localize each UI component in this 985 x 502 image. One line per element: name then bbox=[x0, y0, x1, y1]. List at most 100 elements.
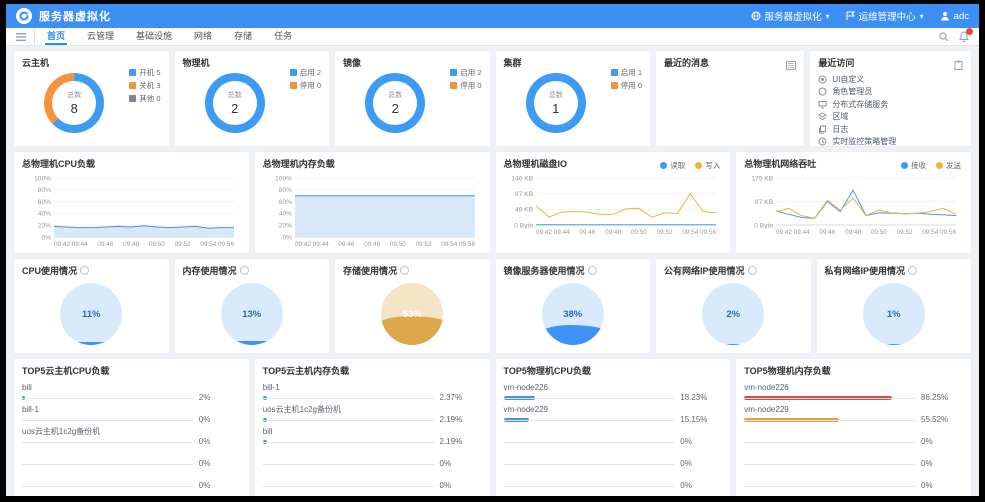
donut-legend: 启用 2 停用 0 bbox=[450, 67, 482, 91]
svg-text:09:48: 09:48 bbox=[605, 229, 621, 236]
card-title: TOP5云主机CPU负载 bbox=[22, 366, 110, 376]
top5-card-2: TOP5云主机内存负载 bill-1 2.37% uos云主机1c2g备份机 2.19%… bbox=[254, 359, 490, 496]
recent-visit-link[interactable]: 实时监控策略管理 bbox=[818, 136, 963, 146]
donut-legend: 开机 5 关机 3 其他 0 bbox=[129, 67, 161, 104]
svg-text:09:42: 09:42 bbox=[536, 229, 552, 236]
gauge-fill bbox=[862, 344, 925, 345]
svg-text:09:56: 09:56 bbox=[459, 241, 475, 248]
card-title: 物理机 bbox=[182, 58, 210, 68]
top5-list: vm-node226 86.25% vm-node229 55.52% 0% 0% 0% bbox=[744, 383, 963, 490]
tab-4[interactable]: 网络 bbox=[194, 31, 213, 41]
bell-icon bbox=[959, 31, 969, 42]
info-icon[interactable] bbox=[400, 266, 410, 275]
top5-item-name: vm-node229 bbox=[744, 405, 789, 414]
search-button[interactable] bbox=[939, 31, 949, 42]
svg-text:09:46: 09:46 bbox=[820, 229, 836, 236]
legend-item: 接收 bbox=[901, 160, 926, 171]
legend-color-swatch bbox=[129, 95, 137, 102]
top5-percent: 2.37% bbox=[439, 393, 463, 402]
top5-item: 0% bbox=[503, 471, 723, 490]
top5-item-bar-row: 0% bbox=[262, 481, 482, 490]
usage-gauge-card-6: 私有网络IP使用情况 1% bbox=[816, 259, 971, 353]
clipboard-icon[interactable] bbox=[954, 57, 963, 75]
legend-item: 启用 2 bbox=[450, 67, 482, 78]
gauge-percent: 1% bbox=[886, 308, 901, 320]
donut-chart: 总数 8 bbox=[44, 73, 105, 133]
topbar: 服务器虚拟化 服务器虚拟化 ▾ 运维管理中心 ▾ adc bbox=[6, 4, 979, 28]
info-icon[interactable] bbox=[747, 266, 757, 275]
card-title: 内存使用情况 bbox=[183, 264, 322, 277]
gauge-wrap: 2% bbox=[664, 283, 803, 345]
card-title: CPU使用情况 bbox=[22, 264, 161, 277]
top5-percent: 0% bbox=[198, 415, 211, 424]
top5-percent: 0% bbox=[921, 481, 933, 490]
card-title: 镜像 bbox=[343, 58, 362, 68]
user-menu[interactable]: adc bbox=[940, 11, 969, 22]
tab-5[interactable]: 存储 bbox=[234, 31, 253, 41]
usage-gauge-card-5: 公有网络IP使用情况 2% bbox=[656, 259, 811, 353]
svg-text:09:54: 09:54 bbox=[441, 241, 457, 248]
recent-messages-card: 最近的消息 bbox=[656, 51, 805, 146]
svg-text:0%: 0% bbox=[282, 234, 292, 241]
gauge-title: 私有网络IP使用情况 bbox=[824, 266, 906, 276]
tab-2[interactable]: 云管理 bbox=[87, 31, 115, 41]
tab-6[interactable]: 任务 bbox=[274, 31, 293, 41]
summary-row: 云主机 开机 5 关机 3 其他 0 总数 8 物理机 启用 2 停用 0 总数 2 镜像 启用 2 停用… bbox=[14, 51, 971, 146]
legend-label: 读取 bbox=[670, 161, 686, 170]
center-selector[interactable]: 运维管理中心 ▾ bbox=[846, 9, 924, 23]
recent-visit-link[interactable]: UI自定义 bbox=[818, 73, 963, 86]
top5-item-bar-row: 0% bbox=[503, 437, 723, 446]
legend-label: 发送 bbox=[946, 161, 961, 170]
donut-center: 总数 2 bbox=[373, 81, 418, 125]
top5-item-bar-row: 0% bbox=[503, 459, 723, 468]
total-label: 总数 bbox=[227, 92, 242, 99]
svg-text:09:50: 09:50 bbox=[390, 241, 406, 248]
chart-area: 0 Byte 87 KB 175 KB 09:42 09:44 09:46 09:48 09:… bbox=[744, 174, 963, 241]
legend-label: 启用 2 bbox=[460, 68, 482, 77]
top5-item: 0% bbox=[503, 427, 723, 446]
top5-percent: 2% bbox=[198, 393, 211, 402]
username: adc bbox=[953, 10, 969, 22]
info-icon[interactable] bbox=[587, 266, 597, 275]
donut-center: 总数 8 bbox=[52, 81, 97, 125]
list-icon[interactable] bbox=[786, 57, 797, 75]
top5-item-name bbox=[744, 427, 963, 437]
legend-label: 启用 2 bbox=[299, 68, 321, 77]
top5-percent: 15.15% bbox=[680, 415, 708, 424]
usage-gauge-card-1: CPU使用情况 11% bbox=[14, 259, 169, 353]
top5-item-bar-row: 0% bbox=[744, 459, 963, 468]
svg-text:09:52: 09:52 bbox=[656, 229, 672, 236]
recent-visit-link[interactable]: 日志 bbox=[818, 123, 963, 136]
total-value: 1 bbox=[552, 101, 560, 116]
recent-visit-link[interactable]: 分布式存储服务 bbox=[818, 98, 963, 111]
recent-visit-link[interactable]: 区域 bbox=[818, 111, 963, 124]
gauge-title: 内存使用情况 bbox=[182, 266, 237, 276]
top5-card-1: TOP5云主机CPU负载 bill 2% bill-1 0% uos云主机1c2g备份机 0… bbox=[14, 359, 249, 496]
svg-text:09:56: 09:56 bbox=[700, 229, 716, 236]
gauge-title: 镜像服务器使用情况 bbox=[503, 266, 585, 276]
recent-visit-link[interactable]: 角色管理员 bbox=[818, 86, 963, 99]
tab-3[interactable]: 基础设施 bbox=[136, 31, 173, 41]
top5-row: TOP5云主机CPU负载 bill 2% bill-1 0% uos云主机1c2g备份机 0… bbox=[14, 359, 971, 496]
tab-1[interactable]: 首页 bbox=[45, 28, 68, 45]
top5-bar-track bbox=[744, 417, 915, 422]
top5-item: vm-node226 86.25% bbox=[744, 383, 963, 402]
top5-item-bar-row: 0% bbox=[22, 415, 241, 424]
notifications-button[interactable] bbox=[959, 28, 973, 42]
legend-color-swatch bbox=[610, 69, 618, 76]
gauge-title: 公有网络IP使用情况 bbox=[664, 266, 745, 276]
top5-item-name bbox=[744, 449, 963, 459]
info-icon[interactable] bbox=[239, 266, 249, 275]
top5-item-name: bill-1 bbox=[22, 405, 39, 414]
info-icon[interactable] bbox=[908, 266, 918, 275]
top5-percent: 2.19% bbox=[439, 415, 463, 424]
svg-text:09:44: 09:44 bbox=[553, 229, 569, 236]
info-icon[interactable] bbox=[80, 266, 90, 275]
environment-selector[interactable]: 服务器虚拟化 ▾ bbox=[751, 9, 830, 23]
donut-wrap: 总数 8 bbox=[14, 73, 135, 133]
svg-text:175 KB: 175 KB bbox=[752, 175, 774, 182]
svg-text:09:52: 09:52 bbox=[897, 229, 913, 236]
top5-bar bbox=[744, 395, 892, 400]
menu-toggle-button[interactable] bbox=[16, 28, 35, 45]
chevron-down-icon: ▾ bbox=[919, 11, 924, 21]
